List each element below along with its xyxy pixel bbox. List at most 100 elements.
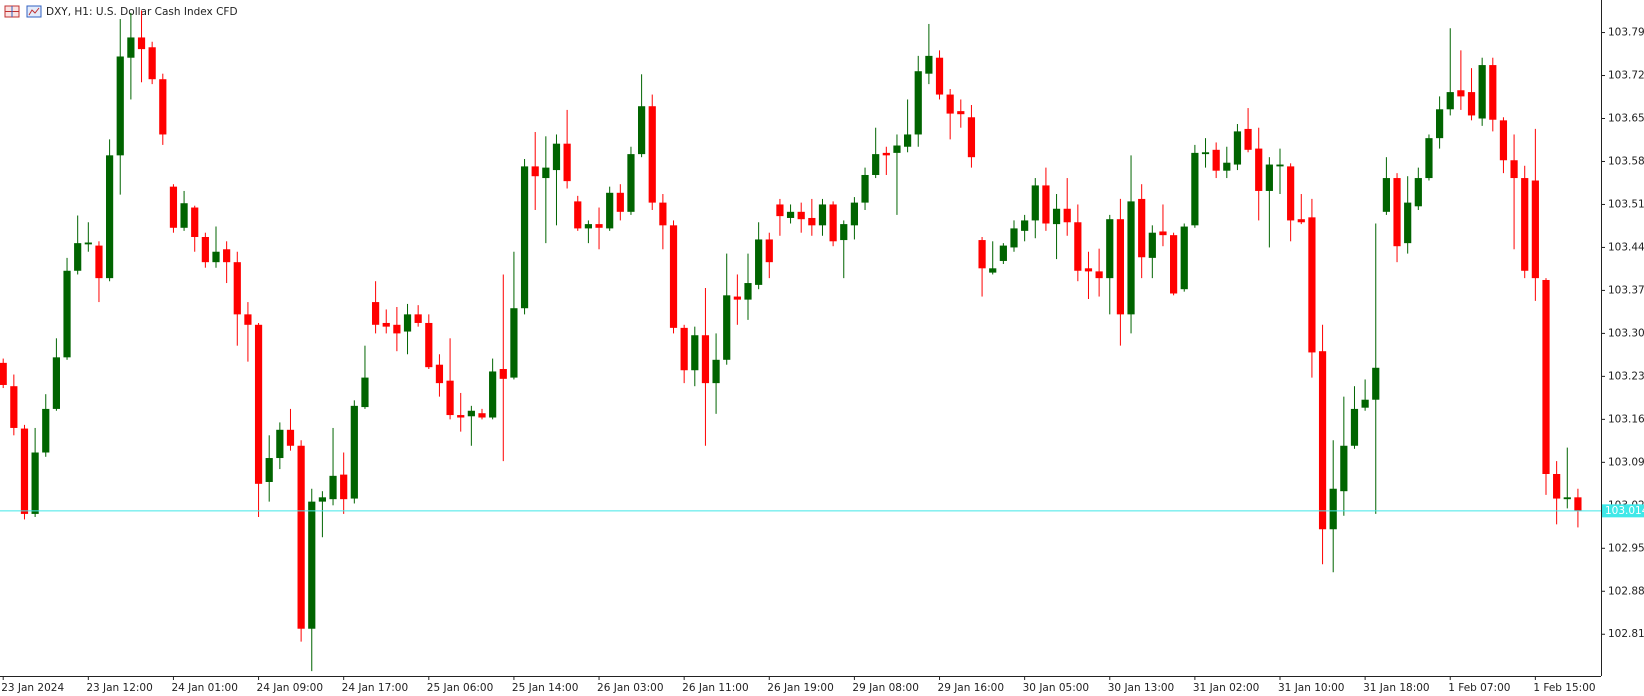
- candle-body: [904, 134, 912, 147]
- candle-body: [999, 245, 1007, 261]
- candle-body: [510, 308, 518, 378]
- candle-body: [701, 335, 710, 384]
- candle-body: [1521, 178, 1529, 271]
- candle-body: [669, 225, 678, 328]
- candle-body: [765, 239, 773, 263]
- candle-body: [1553, 473, 1561, 499]
- candle-body: [1052, 208, 1061, 225]
- candle-body: [20, 428, 29, 514]
- x-tick-label: 25 Jan 14:00: [512, 682, 578, 694]
- y-tick-label: 102.883: [1608, 585, 1644, 597]
- candle-body: [1170, 235, 1178, 294]
- candle-body: [467, 410, 475, 417]
- y-tick-label: 103.653: [1608, 112, 1644, 124]
- candle-body: [489, 371, 497, 418]
- candle-body: [733, 296, 741, 300]
- candle-body: [1021, 220, 1029, 231]
- x-tick-label: 23 Jan 12:00: [86, 682, 152, 694]
- candle-body: [1095, 271, 1103, 279]
- candle-body: [648, 106, 656, 203]
- x-tick-label: 23 Jan 2024: [1, 682, 64, 694]
- x-tick-label: 26 Jan 11:00: [682, 682, 748, 694]
- candle-body: [1361, 399, 1369, 408]
- candle-body: [1106, 219, 1114, 279]
- candle-body: [1223, 162, 1231, 171]
- candle-body: [1489, 65, 1497, 120]
- candle-body: [616, 192, 624, 212]
- candle-body: [1297, 219, 1305, 223]
- candle-body: [1467, 92, 1476, 116]
- candle-body: [595, 224, 603, 228]
- candle-body: [372, 302, 380, 325]
- candle-body: [967, 117, 976, 158]
- candle-body: [446, 380, 454, 416]
- candle-body: [1201, 152, 1210, 155]
- candle-body: [957, 111, 965, 115]
- candle-body: [531, 166, 539, 177]
- candle-body: [818, 204, 827, 226]
- x-tick-label: 24 Jan 17:00: [342, 682, 408, 694]
- candles: [0, 10, 1582, 672]
- candle-body: [276, 429, 284, 459]
- candle-body: [169, 186, 178, 228]
- candle-body: [1148, 232, 1156, 258]
- title-icons: [4, 5, 42, 18]
- candle-body: [212, 251, 220, 263]
- candle-body: [382, 322, 390, 327]
- candle-body: [935, 57, 944, 95]
- candle-body: [1372, 367, 1380, 400]
- y-tick-label: 103.303: [1608, 327, 1644, 339]
- x-tick-label: 31 Jan 18:00: [1363, 682, 1429, 694]
- y-tick-label: 103.373: [1608, 284, 1644, 296]
- last-price-label: 103.014: [1605, 505, 1644, 517]
- candle-body: [786, 211, 795, 218]
- candle-body: [850, 202, 858, 226]
- candle-body: [1414, 178, 1422, 207]
- candle-body: [946, 94, 954, 114]
- candle-body: [137, 37, 146, 50]
- candle-body: [201, 236, 209, 263]
- candle-body: [1563, 497, 1571, 500]
- candle-body: [1382, 178, 1390, 212]
- candle-body: [712, 359, 720, 384]
- candle-body: [1457, 90, 1465, 97]
- x-tick-label: 31 Jan 02:00: [1193, 682, 1259, 694]
- candle-body: [329, 475, 337, 500]
- candle-body: [1159, 231, 1167, 236]
- y-tick-label: 103.513: [1608, 198, 1644, 210]
- candle-body: [84, 242, 92, 245]
- candle-body: [659, 202, 667, 226]
- y-tick-label: 103.443: [1608, 241, 1644, 253]
- candle-body: [1138, 198, 1146, 258]
- x-tick-label: 26 Jan 03:00: [597, 682, 663, 694]
- candle-body: [361, 377, 369, 408]
- candle-body: [1446, 92, 1454, 110]
- candle-body: [978, 240, 986, 269]
- candle-body: [1318, 351, 1327, 530]
- candle-body: [882, 152, 890, 156]
- x-tick-label: 30 Jan 05:00: [1023, 682, 1089, 694]
- candle-body: [574, 201, 582, 229]
- candle-body: [563, 143, 571, 182]
- candle-body: [286, 429, 295, 446]
- candle-body: [1574, 497, 1582, 511]
- candle-body: [318, 497, 326, 502]
- x-tick-label: 30 Jan 13:00: [1108, 682, 1174, 694]
- y-tick-label: 103.583: [1608, 155, 1644, 167]
- candle-body: [1084, 268, 1093, 272]
- candle-body: [1329, 488, 1337, 530]
- candle-body: [340, 474, 348, 500]
- candle-body: [74, 243, 82, 271]
- x-tick-label: 29 Jan 16:00: [938, 682, 1004, 694]
- candle-body: [265, 458, 273, 482]
- candle-body: [755, 239, 763, 285]
- candle-body: [925, 55, 933, 74]
- candle-body: [1425, 138, 1433, 179]
- candle-body: [403, 314, 412, 332]
- candle-body: [499, 369, 507, 379]
- candle-body: [1116, 219, 1124, 315]
- candle-body: [1404, 202, 1412, 244]
- candle-body: [829, 204, 837, 242]
- y-tick-label: 103.233: [1608, 370, 1644, 382]
